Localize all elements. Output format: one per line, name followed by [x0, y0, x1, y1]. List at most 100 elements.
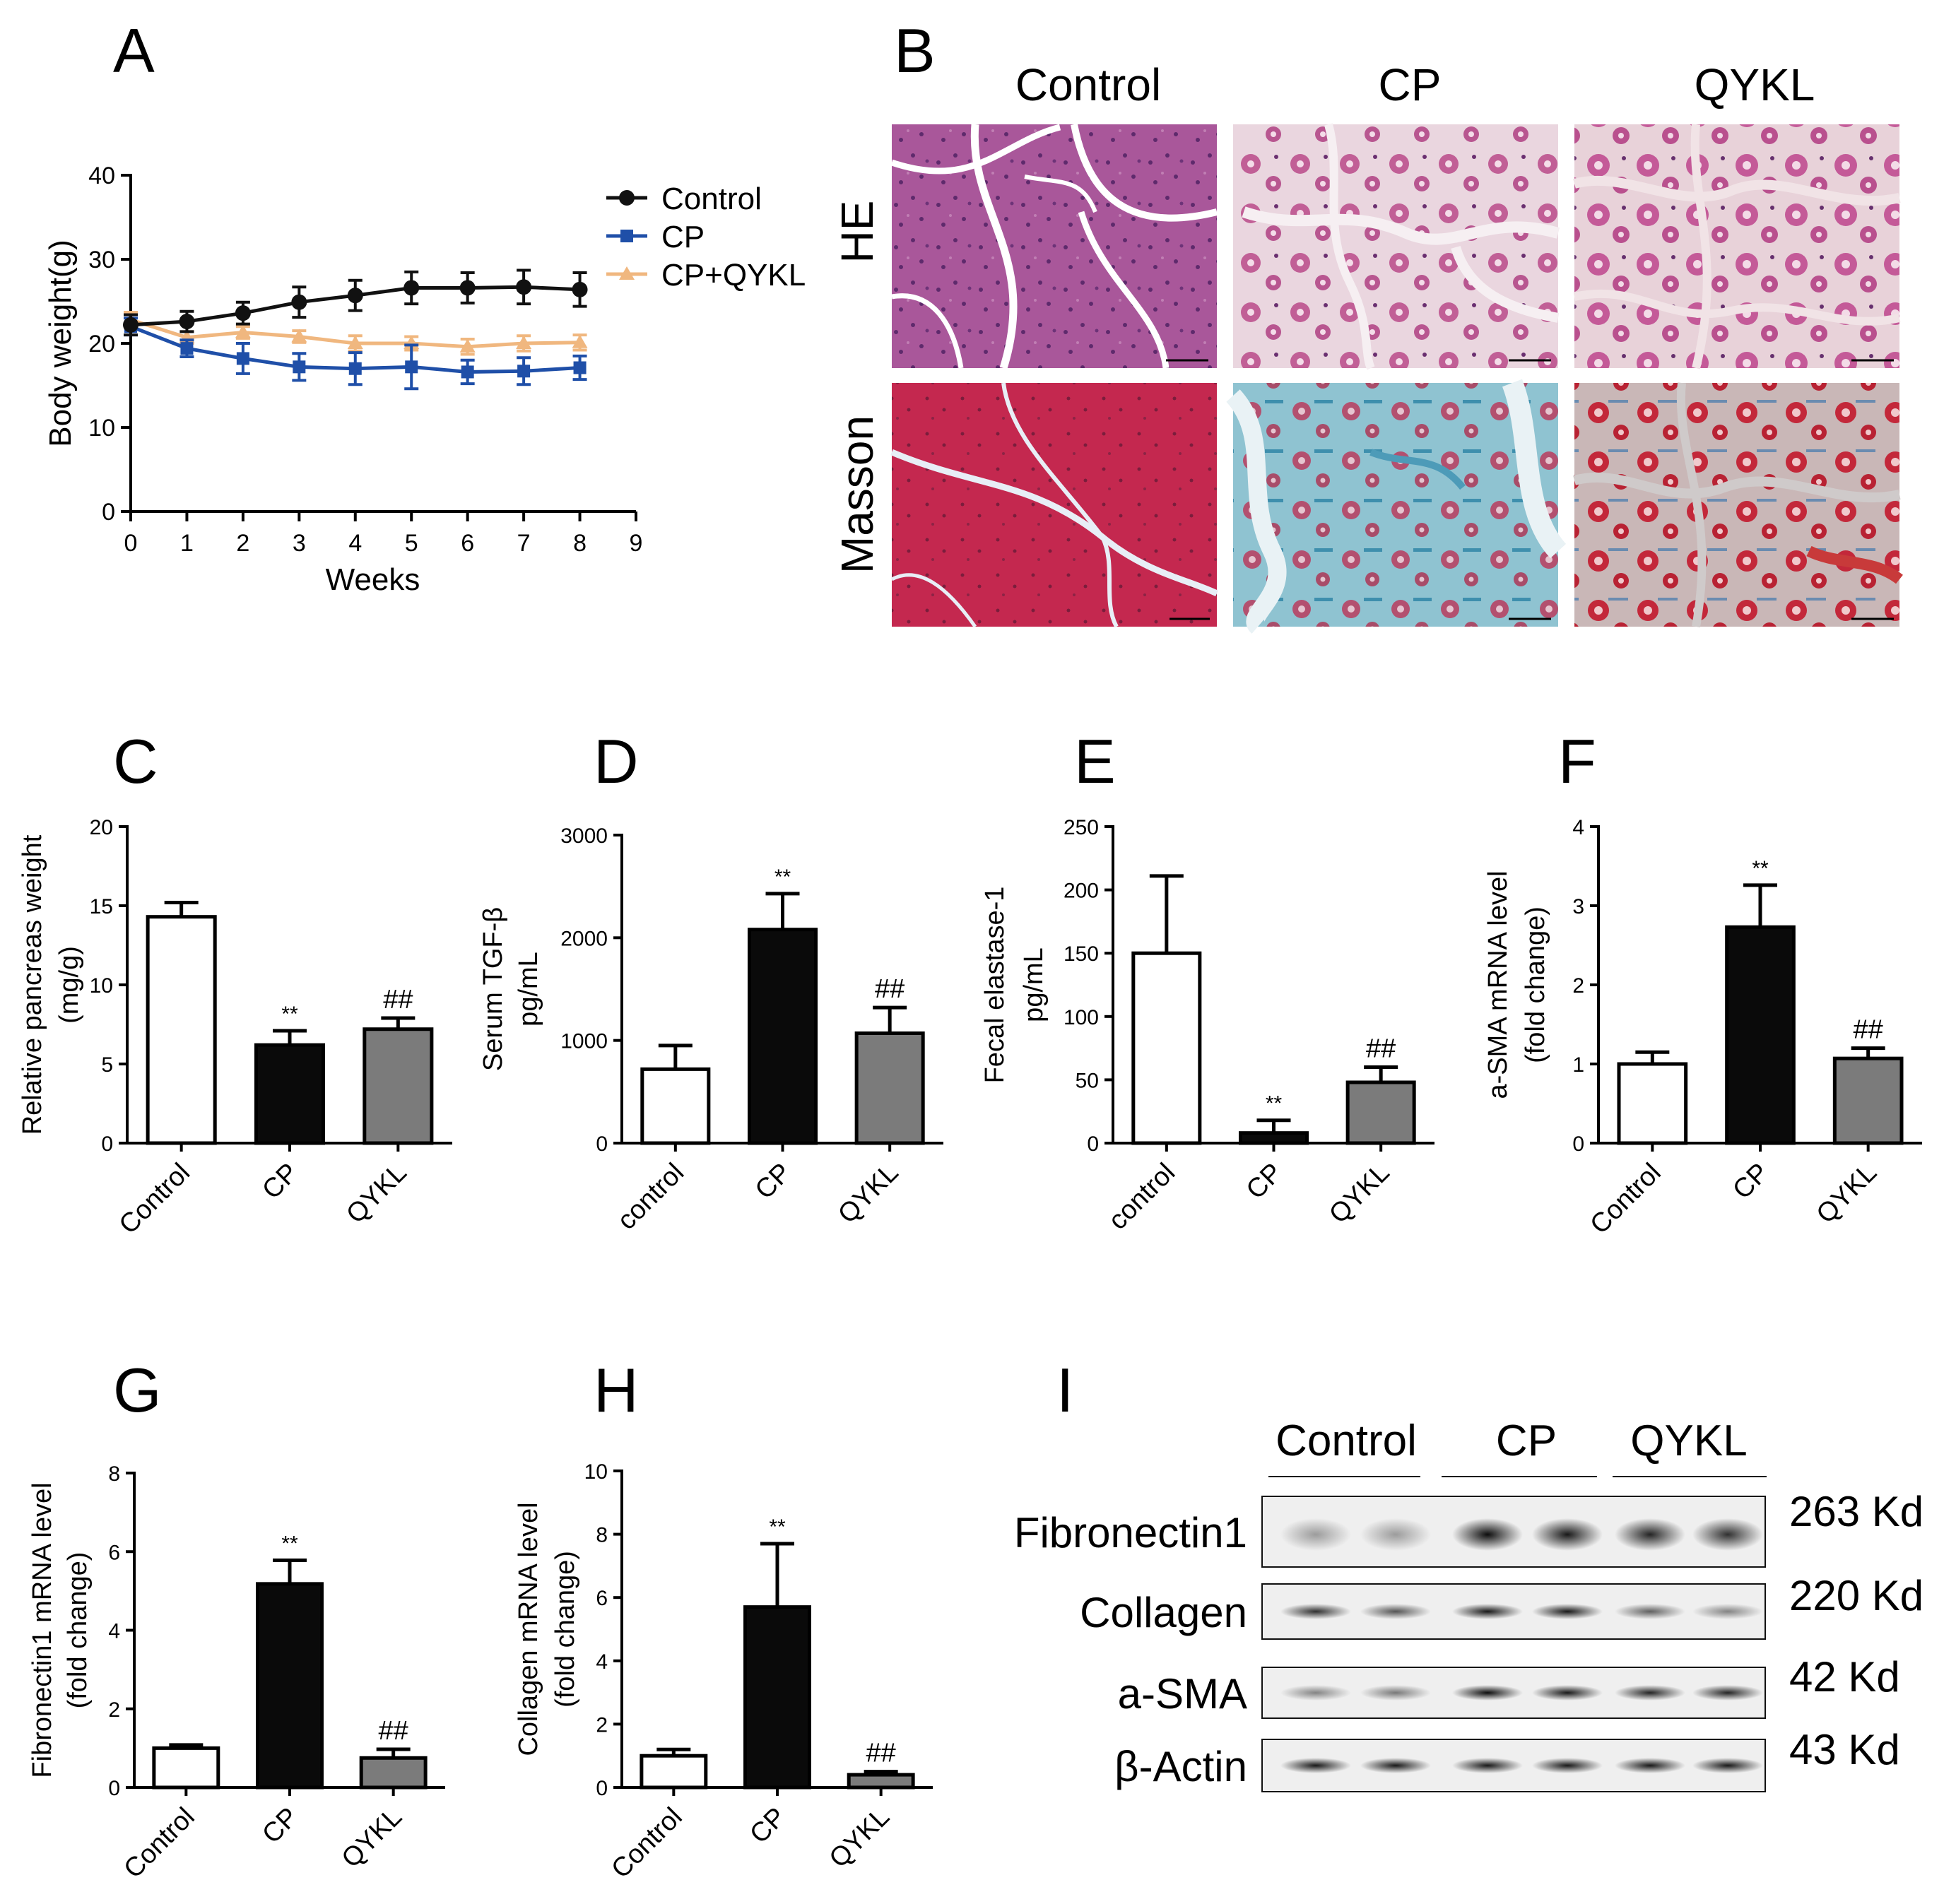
- y-tick-label: 10: [90, 974, 113, 998]
- y-tick-label: 6: [108, 1541, 120, 1564]
- data-point-circle: [572, 281, 588, 297]
- bar-qykl: [363, 1027, 434, 1145]
- blot-group-label: Control: [1275, 1417, 1417, 1465]
- bar-control: [1131, 951, 1202, 1145]
- blot-band: [1452, 1604, 1523, 1619]
- he-cp-image: [1233, 123, 1560, 370]
- bar-cp: [256, 1582, 324, 1790]
- y-tick-label: 0: [596, 1133, 608, 1156]
- x-tick-label: QYKL: [336, 1802, 408, 1874]
- panel-h-bar-chart: 0 2 4 6 8 10 Control CP ** QYKL ## Collagen mRNA le…: [514, 1460, 933, 1884]
- blot-row--actin: β-Actin 43 Kd: [1114, 1726, 1900, 1792]
- y-tick-label: 4: [1572, 816, 1584, 839]
- y-tick-label: 3: [1572, 895, 1584, 918]
- data-point-square: [348, 362, 362, 375]
- panel-letter-c: C: [113, 726, 158, 796]
- panel-letter-g: G: [113, 1355, 161, 1425]
- significance-label: ##: [379, 1716, 408, 1746]
- significance-label: **: [769, 1515, 786, 1539]
- he-control-image: [890, 124, 1218, 369]
- bar-cp: [1725, 925, 1796, 1145]
- bar-control: [152, 1746, 220, 1790]
- blot-group-label: CP: [1496, 1417, 1557, 1465]
- data-point-square: [293, 360, 306, 374]
- y-tick-label: 4: [108, 1620, 120, 1643]
- x-tick-label: Control: [1584, 1158, 1666, 1240]
- he-qykl-image: [1573, 124, 1901, 369]
- panel-a-x-axis-label: Weeks: [326, 562, 420, 597]
- panel-a-x-tick-label: 5: [405, 530, 418, 557]
- panel-a-y-axis-label: Body weight(g): [43, 240, 78, 447]
- panel-a-x-tick-label: 1: [180, 530, 194, 557]
- y-axis-label: Collagen mRNA level: [514, 1502, 543, 1756]
- blot-band: [1360, 1518, 1431, 1551]
- panel-letter-h: H: [594, 1355, 639, 1425]
- data-point-circle: [403, 280, 420, 296]
- bar-control: [1617, 1062, 1688, 1145]
- blot-protein-label: a-SMA: [1118, 1670, 1247, 1717]
- y-tick-label: 4: [596, 1650, 608, 1674]
- x-tick-label: QYKL: [341, 1158, 412, 1229]
- bar-control: [146, 915, 217, 1145]
- blot-band: [1615, 1685, 1685, 1701]
- blot-weight-label: 263 Kd: [1789, 1488, 1923, 1535]
- y-tick-label: 200: [1064, 880, 1099, 903]
- blot-band: [1692, 1518, 1763, 1551]
- blot-band: [1280, 1758, 1351, 1773]
- y-axis-label: pg/mL: [514, 952, 543, 1027]
- blot-weight-label: 43 Kd: [1789, 1726, 1900, 1773]
- blot-band: [1452, 1685, 1523, 1701]
- masson-control-image: [890, 382, 1218, 628]
- bar-qykl: [1345, 1080, 1416, 1145]
- y-tick-label: 10: [584, 1460, 608, 1484]
- blot-band: [1615, 1604, 1685, 1619]
- blot-row-fibronectin1: Fibronectin1 263 Kd: [1014, 1488, 1923, 1568]
- x-tick-label: Control: [114, 1158, 196, 1240]
- histology-col-label-cp: CP: [1379, 59, 1442, 110]
- panel-d-bar-chart: 0 1000 2000 3000 control CP ** QYKL ## Serum TGF-…: [478, 824, 943, 1236]
- panel-letter-f: F: [1558, 726, 1596, 796]
- y-tick-label: 0: [1087, 1133, 1099, 1156]
- x-tick-label: CP: [257, 1802, 304, 1850]
- data-point-square: [461, 365, 474, 379]
- blot-band: [1615, 1518, 1685, 1551]
- panel-a-x-tick-label: 9: [630, 530, 643, 557]
- blot-band: [1532, 1518, 1603, 1551]
- panel-f-bar-chart: 0 1 2 3 4 Control CP ** QYKL ## a-SMA mRNA level (f…: [1483, 816, 1922, 1240]
- y-tick-label: 0: [596, 1777, 608, 1800]
- blot-protein-label: β-Actin: [1114, 1743, 1247, 1790]
- significance-label: **: [281, 1003, 298, 1026]
- y-tick-label: 1: [1572, 1053, 1584, 1077]
- data-point-circle: [619, 190, 635, 206]
- blot-band: [1615, 1758, 1685, 1773]
- panel-e-bar-chart: 0 50 100 150 200 250 control CP ** QYKL ## Fecal el…: [980, 816, 1434, 1236]
- y-tick-label: 0: [101, 1133, 113, 1156]
- x-tick-label: CP: [1727, 1158, 1774, 1205]
- x-tick-label: CP: [1241, 1158, 1288, 1205]
- legend-label: CP: [661, 220, 705, 254]
- panel-i-western-blot: Control CP QYKL Fibronectin1 263 Kd Collagen 2…: [1014, 1417, 1923, 1792]
- legend-label: Control: [661, 182, 762, 216]
- panel-letters: A B C D E F G H I: [113, 16, 1596, 1425]
- significance-label: **: [281, 1532, 298, 1555]
- panel-a-x-tick-label: 2: [236, 530, 249, 557]
- panel-a-y-tick-label: 30: [88, 247, 115, 273]
- y-tick-label: 250: [1064, 816, 1099, 839]
- histology-row-label-he: HE: [832, 201, 883, 264]
- blot-band: [1452, 1758, 1523, 1773]
- blot-row-a-sma: a-SMA 42 Kd: [1118, 1653, 1900, 1719]
- blot-band: [1452, 1518, 1523, 1551]
- panel-a-line-chart: 0 10 20 30 40 0 1 2 3 4 5 6 7 8 9 Weeks Body weight(g) Co…: [43, 162, 806, 597]
- data-point-triangle: [619, 266, 635, 280]
- masson-qykl-image: [1573, 382, 1903, 628]
- y-axis-label: (fold change): [550, 1551, 580, 1708]
- blot-band: [1360, 1758, 1431, 1773]
- bar-control: [640, 1754, 708, 1790]
- data-point-circle: [123, 317, 139, 333]
- x-tick-label: CP: [750, 1158, 797, 1205]
- y-axis-label: pg/mL: [1019, 947, 1049, 1022]
- panel-a-series-control: [123, 268, 588, 337]
- y-tick-label: 0: [108, 1777, 120, 1800]
- y-tick-label: 0: [1572, 1133, 1584, 1156]
- data-point-triangle: [572, 334, 588, 348]
